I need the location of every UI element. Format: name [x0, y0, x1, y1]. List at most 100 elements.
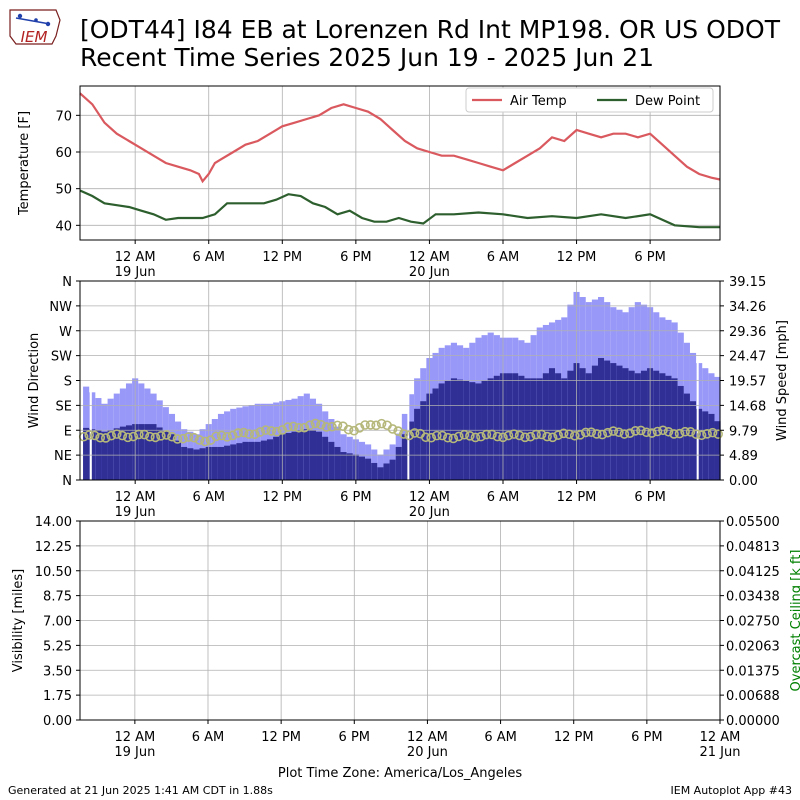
wind-direction-marker [371, 420, 381, 431]
wind-speed-bar [457, 379, 464, 480]
wind-x-tick-label: 6 PM [634, 490, 665, 505]
wind-direction-marker [360, 420, 370, 430]
wind-direction-marker [503, 430, 514, 441]
wind-speed-bar [365, 458, 372, 480]
wind-speed-bar [493, 375, 500, 480]
wind-direction-marker [514, 430, 525, 441]
wind-direction-marker [255, 427, 266, 437]
wind-speed-bar [506, 373, 513, 480]
temp-y-tick-label: 50 [55, 183, 72, 198]
wind-direction-marker [575, 430, 586, 440]
wind-direction-marker [713, 429, 723, 439]
wind-direction-marker [641, 427, 652, 438]
ceiling-y-tick-label: 0.04125 [726, 565, 780, 580]
wind-direction-marker [437, 430, 448, 441]
dew-point-line [79, 189, 720, 229]
temp-x-tick-label: 12 PM [262, 250, 302, 265]
wind-speed-bar [518, 375, 525, 480]
wind-direction-marker [481, 429, 492, 440]
wind-direction-marker [680, 426, 690, 437]
vis-x-tick-label: 6 PM [339, 730, 370, 745]
wind-speed-bar [303, 429, 310, 480]
wind-speed-bar [254, 441, 261, 480]
temp-x-tick-label: 6 AM [192, 250, 225, 265]
iem-logo: IEM [6, 6, 62, 50]
wind-speed-bar [610, 363, 617, 480]
wind-direction-marker [591, 429, 602, 439]
wind-speed-tick-label: 24.47 [729, 350, 766, 365]
temp-y-tick-label: 70 [55, 109, 72, 124]
wind-speed-bar [193, 449, 200, 480]
wind-speed-bar [567, 370, 574, 480]
legend-air-temp-label: Air Temp [510, 94, 567, 109]
wind-speed-bar [432, 388, 439, 480]
wind-direction-marker [558, 428, 569, 439]
wind-speed-bar [524, 378, 531, 480]
wind-direction-marker [553, 430, 563, 440]
wind-speed-bar [285, 432, 292, 480]
wind-speed-bar [579, 368, 586, 480]
wind-x-tick-label: 6 AM [192, 490, 225, 505]
legend-dew-point-label: Dew Point [635, 94, 700, 109]
temp-x-tick-label: 6 AM [487, 250, 520, 265]
wind-speed-bar [407, 421, 415, 480]
wind-direction-marker [305, 420, 315, 431]
wind-direction-marker [630, 426, 641, 436]
wind-speed-bar [83, 427, 90, 480]
vis-x-tick-label: 6 PM [631, 730, 662, 745]
wind-direction-marker [674, 428, 685, 439]
wind-direction-marker [470, 432, 481, 443]
wind-direction-marker [443, 432, 453, 443]
wind-x-tick-label: 12 AM [115, 490, 156, 505]
wind-direction-marker [238, 427, 249, 438]
wind-speed-tick-label: 34.26 [729, 300, 766, 315]
wind-speed-bar [224, 445, 231, 480]
wind-speed-bar [328, 441, 335, 480]
wind-speed-bar [334, 446, 341, 480]
wind-direction-marker [100, 433, 111, 443]
wind-direction-marker [509, 429, 519, 439]
wind-direction-marker [619, 429, 630, 439]
wind-dir-tick-label: NE [54, 449, 72, 464]
wind-direction-marker [288, 421, 299, 432]
wind-speed-bar [414, 408, 421, 480]
temp-y-tick-label: 40 [55, 219, 72, 234]
wind-direction-marker [95, 432, 106, 443]
wind-x-tick-label: 12 PM [262, 490, 302, 505]
ceiling-y-tick-label: 0.01375 [726, 664, 780, 679]
temp-plot-frame [79, 85, 721, 241]
ceiling-y-tick-label: 0.05500 [726, 515, 780, 530]
wind-direction-marker [696, 430, 707, 441]
vis-x-tick-label: 12 PM [554, 730, 594, 745]
wind-speed-axis-label: Wind Speed [mph] [775, 320, 790, 441]
wind-direction-marker [349, 425, 359, 436]
temp-x-tick-label: 12 AM [409, 250, 450, 265]
wind-speed-bar [113, 428, 120, 480]
wind-direction-marker [161, 430, 172, 440]
wind-direction-marker [172, 434, 183, 444]
wind-direction-marker [294, 422, 304, 433]
wind-speed-bar [616, 365, 623, 480]
chart-title: [ODT44] I84 EB at Lorenzen Rd Int MP198.… [80, 16, 780, 72]
ceiling-y-tick-label: 0.00000 [726, 714, 780, 729]
vis-x-tick-label: 6 AM [192, 730, 225, 745]
wind-direction-marker [426, 432, 437, 443]
temp-x-tick-date: 19 Jun [115, 265, 156, 280]
wind-direction-marker [498, 432, 508, 443]
vis-y-tick-label: 5.25 [43, 639, 72, 654]
vis-y-tick-label: 7.00 [43, 615, 72, 630]
wind-direction-marker [244, 429, 254, 439]
wind-direction-marker [625, 428, 635, 438]
wind-direction-marker [536, 429, 547, 440]
wind-direction-marker [156, 431, 166, 441]
logo-text: IEM [21, 28, 48, 46]
wind-dir-tick-label: SE [56, 399, 72, 414]
ceiling-y-tick-label: 0.02063 [726, 639, 780, 654]
wind-speed-bar [242, 441, 249, 480]
air-temp-line [79, 92, 721, 184]
wind-speed-bar [530, 378, 537, 480]
wind-speed-bar [395, 446, 402, 480]
wind-direction-marker [663, 426, 674, 437]
wind-speed-bar [199, 448, 206, 480]
timezone-label: Plot Time Zone: America/Los_Angeles [277, 766, 523, 781]
